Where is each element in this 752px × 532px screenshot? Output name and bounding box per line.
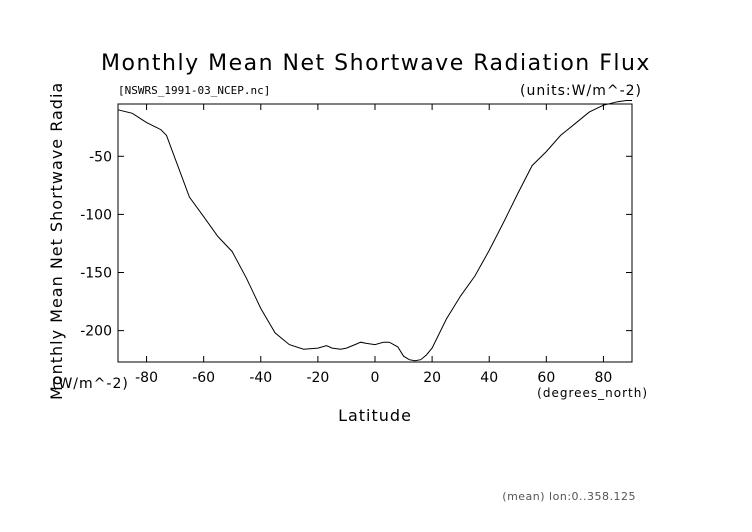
x-tick-label: -40 (249, 370, 272, 386)
x-tick-label: -80 (135, 370, 158, 386)
x-axis-units: (degrees_north) (537, 386, 648, 400)
y-axis-label: Monthly Mean Net Shortwave Radia (47, 82, 66, 400)
x-tick-label: -60 (192, 370, 215, 386)
footnote: (mean) lon:0..358.125 (502, 490, 636, 503)
x-tick-label: 40 (480, 370, 498, 386)
x-axis-label: Latitude (338, 406, 412, 425)
chart-subtitle-left: [NSWRS_1991-03_NCEP.nc] (118, 84, 270, 97)
y-tick-label: -200 (80, 324, 112, 340)
y-tick-label: -50 (89, 149, 112, 165)
x-tick-label: 0 (371, 370, 380, 386)
y-axis-ticks: -50 -100 -150 -200 (80, 149, 632, 340)
y-tick-label: -100 (80, 207, 112, 223)
series-line (117, 100, 632, 362)
x-tick-label: 60 (537, 370, 555, 386)
x-tick-label: 80 (595, 370, 613, 386)
chart-subtitle-right: (units:W/m^-2) (520, 83, 642, 99)
x-axis-ticks: -80 -60 -40 -20 0 20 40 60 80 (135, 104, 612, 386)
x-tick-label: 20 (423, 370, 441, 386)
chart-title: Monthly Mean Net Shortwave Radiation Flu… (101, 51, 651, 76)
x-tick-label: -20 (306, 370, 329, 386)
y-tick-label: -150 (80, 266, 112, 282)
y-axis-units: (W/m^-2) (52, 376, 129, 392)
plot-frame (117, 103, 633, 363)
